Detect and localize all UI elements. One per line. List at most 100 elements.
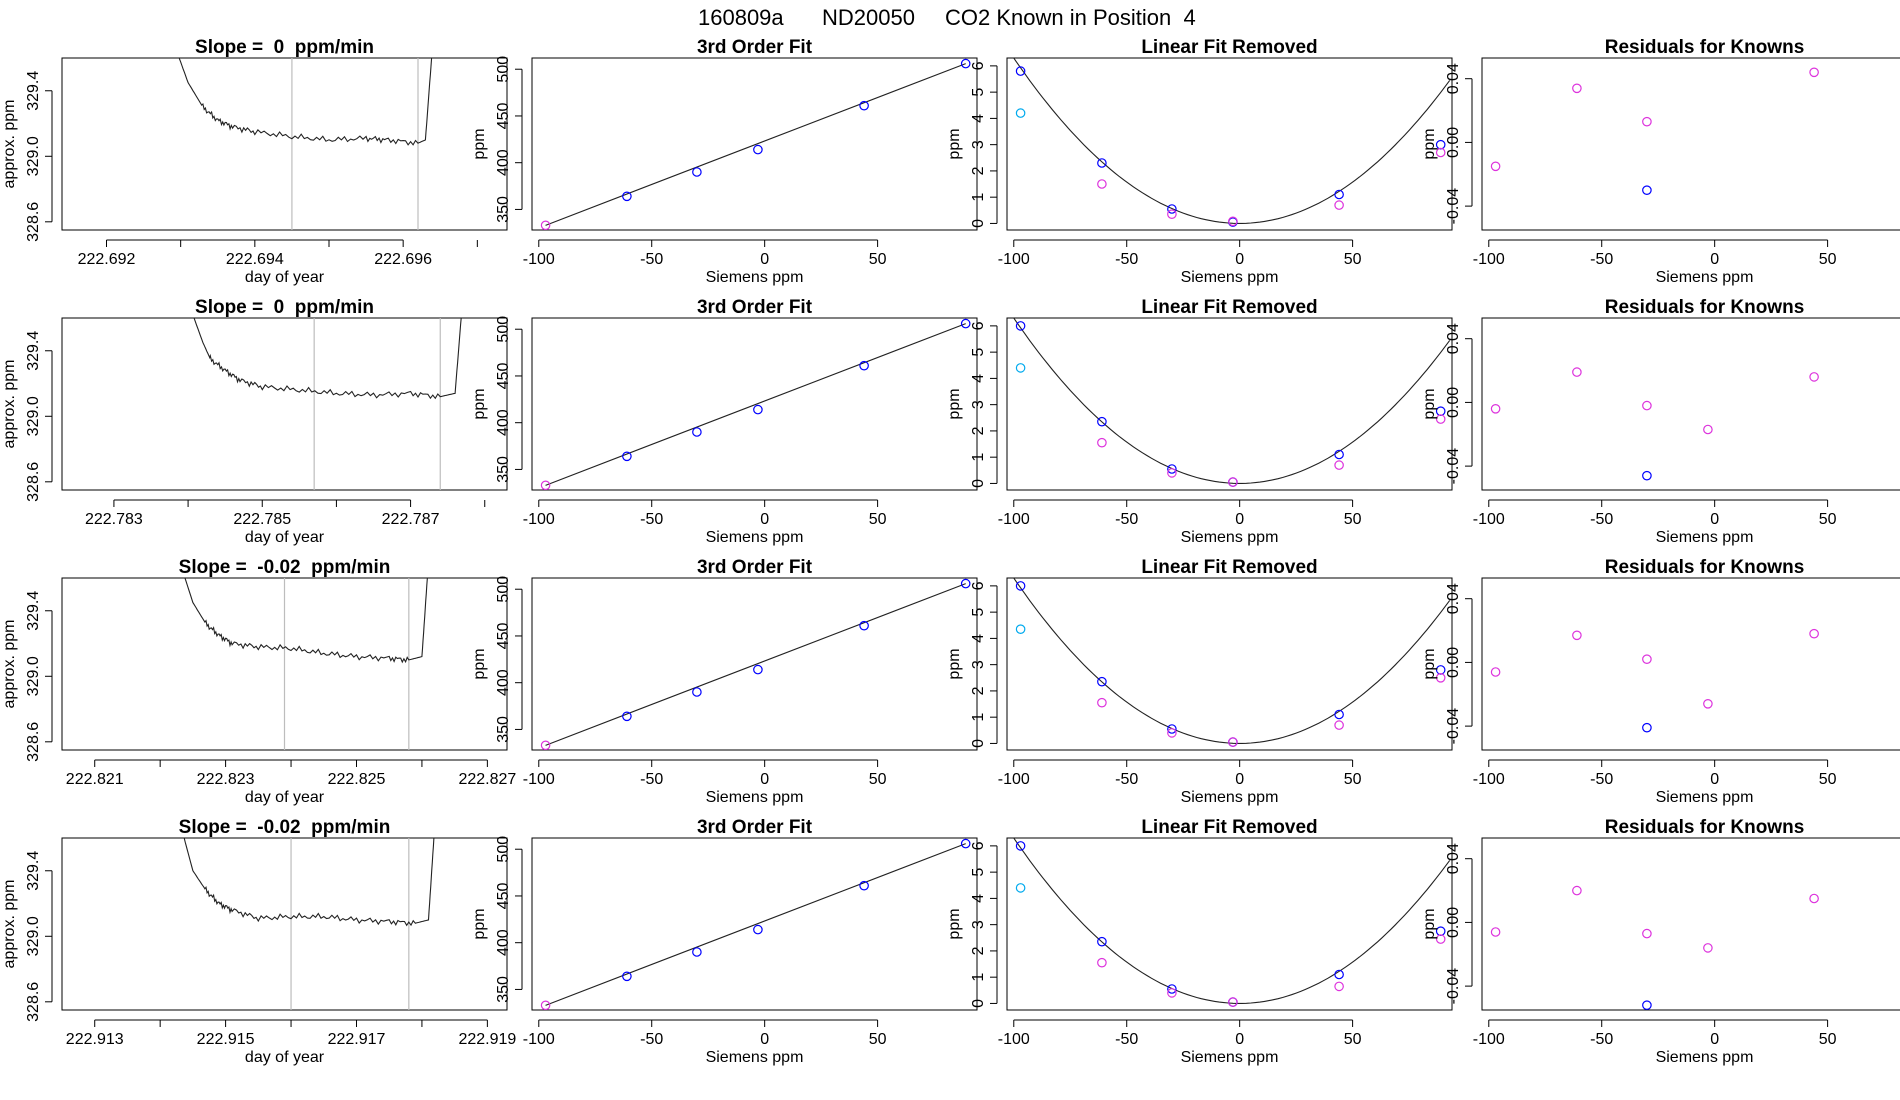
panel-title: 3rd Order Fit [697, 817, 813, 838]
y-tick-label: -0.04 [1445, 188, 1462, 225]
concentration-trace [193, 318, 462, 400]
excluded-point [1015, 108, 1026, 118]
x-tick-label: 222.827 [458, 771, 516, 788]
y-tick-label: 5 [970, 868, 987, 877]
plot-marks [184, 578, 428, 750]
y-tick-label: 329.0 [25, 916, 42, 956]
y-tick-label: -0.04 [1445, 448, 1462, 485]
measured-point [622, 191, 632, 202]
x-axis-label: day of year [245, 269, 325, 286]
residual-point [1572, 83, 1582, 94]
y-axis-label: ppm [946, 128, 963, 159]
panel-fit-row1: 3rd Order Fit -100 -50 0 50 Siemens ppm 350 400… [471, 37, 978, 286]
x-tick-label: 222.825 [328, 771, 386, 788]
y-tick-label: 329.0 [25, 656, 42, 696]
plot-frame [1481, 57, 1900, 231]
y-tick-label: 350 [495, 196, 512, 223]
x-tick-label: 50 [1344, 511, 1362, 528]
measured-point [622, 451, 632, 462]
assigned-point [540, 740, 551, 750]
panel-title: Linear Fit Removed [1141, 37, 1317, 58]
plot-marks [540, 318, 971, 490]
x-tick-label: 0 [1235, 251, 1244, 268]
residual-point [1490, 927, 1501, 937]
panel-resid-row3: Residuals for Knowns -100 -50 0 50 Siemens pp… [1421, 557, 1900, 806]
x-axis-label: day of year [245, 1049, 325, 1066]
fit-line [545, 843, 966, 1006]
measured-point [622, 711, 632, 722]
panel-title: Linear Fit Removed [1141, 557, 1317, 578]
panel-title: Residuals for Knowns [1605, 297, 1805, 318]
x-tick-label: -100 [523, 511, 555, 528]
x-axis-label: Siemens ppm [1656, 269, 1754, 286]
assigned-point [1228, 737, 1238, 747]
plot-frame [1481, 577, 1900, 751]
x-tick-label: -50 [1590, 1031, 1613, 1048]
y-tick-label: 3 [970, 920, 987, 929]
fit-curve [1013, 838, 1451, 1004]
residual-measured-point [1642, 722, 1652, 733]
y-tick-label: 328.6 [25, 982, 42, 1022]
y-axis-label: approx. ppm [1, 620, 18, 709]
y-axis-label: ppm [946, 388, 963, 419]
y-tick-label: 400 [495, 149, 512, 176]
measured-point [1015, 841, 1026, 851]
y-tick-label: 400 [495, 669, 512, 696]
plot-marks [540, 58, 971, 230]
measured-point [1015, 321, 1026, 331]
residual-point [1703, 698, 1713, 709]
x-tick-label: 222.692 [78, 251, 136, 268]
y-axis-label: approx. ppm [1, 360, 18, 449]
y-tick-label: 0.04 [1445, 583, 1462, 614]
y-tick-label: 500 [495, 576, 512, 603]
measured-point [753, 144, 763, 155]
concentration-trace [178, 58, 433, 146]
x-tick-label: 222.696 [374, 251, 432, 268]
y-tick-label: 3 [970, 660, 987, 669]
x-axis-label: Siemens ppm [1181, 789, 1279, 806]
assigned-point [1097, 437, 1107, 448]
plot-frame [531, 57, 978, 231]
x-tick-label: 222.694 [226, 251, 284, 268]
y-tick-label: 1 [970, 713, 987, 722]
fit-curve [1013, 58, 1451, 224]
measured-point [960, 578, 971, 589]
x-tick-label: 0 [760, 1031, 769, 1048]
assigned-point [1334, 460, 1344, 470]
y-tick-label: 2 [970, 426, 987, 435]
y-tick-label: 329.4 [25, 851, 42, 891]
residual-point [1642, 654, 1652, 664]
panel-fit-row2: 3rd Order Fit -100 -50 0 50 Siemens ppm 350 400… [471, 297, 978, 546]
plot-marks [1490, 885, 1819, 1010]
y-tick-label: 0 [970, 739, 987, 748]
fit-line [545, 583, 966, 746]
panel-title: Slope = 0 ppm/min [195, 37, 374, 58]
residual-point [1703, 943, 1713, 953]
y-tick-label: 5 [970, 608, 987, 617]
panel-trace-row3: Slope = -0.02 ppm/min 222.821 222.823 222.8… [1, 557, 516, 806]
fit-line [545, 63, 966, 226]
y-tick-label: 0 [970, 219, 987, 228]
panel-title: Slope = 0 ppm/min [195, 297, 374, 318]
y-tick-label: 0.00 [1445, 127, 1462, 158]
x-tick-label: -100 [998, 511, 1030, 528]
measured-point [1167, 724, 1177, 734]
x-tick-label: 50 [1819, 251, 1837, 268]
y-tick-label: 350 [495, 716, 512, 743]
y-tick-label: 6 [970, 321, 987, 330]
assigned-point [1435, 147, 1446, 158]
plot-marks [1013, 58, 1451, 227]
assigned-point [1097, 697, 1107, 708]
plot-marks [1490, 367, 1819, 481]
assigned-point [1097, 957, 1107, 968]
x-tick-label: 0 [760, 511, 769, 528]
y-tick-label: 450 [495, 103, 512, 130]
residual-point [1809, 893, 1819, 904]
y-axis-label: approx. ppm [1, 880, 18, 969]
measured-point [622, 971, 632, 982]
y-tick-label: 0.00 [1445, 907, 1462, 938]
x-axis-label: Siemens ppm [1181, 529, 1279, 546]
assigned-point [1334, 981, 1344, 992]
